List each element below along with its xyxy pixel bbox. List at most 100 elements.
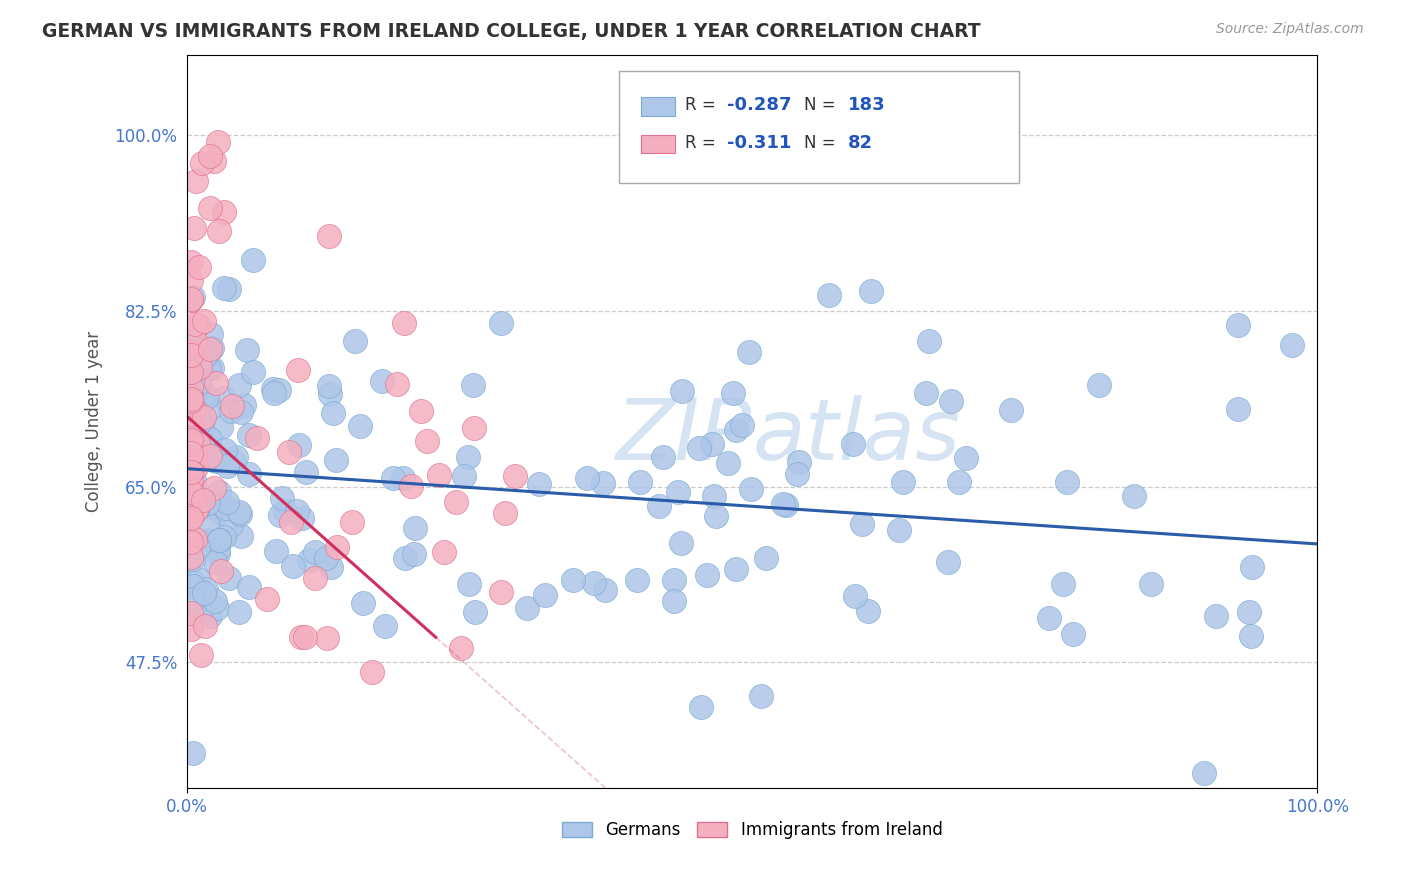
Point [187, 376, 209, 391]
Point [184, 174, 207, 188]
Point [489, 316, 512, 330]
Point [326, 540, 349, 554]
Point [318, 228, 340, 243]
Point [212, 204, 235, 219]
Point [1226, 318, 1249, 332]
Point [1087, 378, 1109, 392]
Point [381, 471, 404, 485]
Point [193, 314, 215, 328]
Point [186, 488, 208, 502]
Point [204, 594, 226, 608]
Point [187, 404, 209, 418]
Point [724, 562, 747, 576]
Point [399, 479, 422, 493]
Point [184, 459, 207, 474]
Point [180, 502, 202, 516]
Point [198, 448, 221, 462]
Point [231, 529, 253, 543]
Point [343, 334, 366, 348]
Point [666, 485, 689, 500]
Point [183, 491, 205, 505]
Point [183, 450, 205, 465]
Point [201, 453, 224, 467]
Point [1038, 610, 1060, 624]
Point [592, 475, 614, 490]
Point [191, 392, 214, 407]
Text: Source: ZipAtlas.com: Source: ZipAtlas.com [1216, 22, 1364, 37]
Point [180, 606, 202, 620]
Point [209, 564, 232, 578]
Point [721, 385, 744, 400]
Point [181, 574, 204, 589]
Point [181, 481, 204, 495]
Point [181, 552, 204, 566]
Point [576, 471, 599, 485]
Point [352, 596, 374, 610]
Point [181, 438, 204, 452]
Point [207, 135, 229, 149]
Point [201, 500, 224, 514]
Point [561, 574, 583, 588]
Point [198, 432, 221, 446]
Point [1140, 576, 1163, 591]
Point [288, 438, 311, 452]
Point [209, 419, 232, 434]
Point [392, 471, 415, 485]
Point [287, 362, 309, 376]
Point [238, 467, 260, 482]
Point [939, 394, 962, 409]
Point [444, 494, 467, 508]
Point [458, 576, 481, 591]
Point [191, 155, 214, 169]
Point [180, 273, 202, 287]
Point [184, 334, 207, 348]
Point [183, 533, 205, 547]
Point [193, 585, 215, 599]
Point [457, 450, 479, 464]
Point [208, 224, 231, 238]
Point [319, 386, 342, 401]
Y-axis label: College, Under 1 year: College, Under 1 year [86, 331, 103, 512]
Point [197, 345, 219, 359]
Point [187, 500, 209, 515]
Point [197, 390, 219, 404]
Point [200, 149, 222, 163]
Point [195, 517, 218, 532]
Point [464, 605, 486, 619]
Point [626, 573, 648, 587]
Point [503, 468, 526, 483]
Point [277, 445, 299, 459]
Point [190, 417, 212, 431]
Point [180, 482, 202, 496]
Point [285, 504, 308, 518]
Point [225, 450, 247, 464]
Point [702, 437, 724, 451]
Point [190, 648, 212, 663]
Point [184, 317, 207, 331]
Point [207, 546, 229, 560]
Point [1062, 627, 1084, 641]
Point [494, 506, 516, 520]
Point [208, 533, 231, 547]
Point [669, 536, 692, 550]
Point [186, 503, 208, 517]
Point [427, 467, 450, 482]
Point [198, 342, 221, 356]
Point [198, 533, 221, 547]
Point [228, 505, 250, 519]
Point [647, 500, 669, 514]
Text: N =: N = [804, 96, 841, 114]
Point [662, 573, 685, 587]
Point [180, 549, 202, 564]
Point [219, 403, 242, 417]
Point [198, 609, 221, 624]
Point [180, 365, 202, 379]
Point [221, 400, 243, 414]
Point [180, 347, 202, 361]
Point [236, 343, 259, 358]
Point [1000, 403, 1022, 417]
Point [267, 383, 290, 397]
Point [207, 541, 229, 556]
Point [360, 665, 382, 679]
Point [1281, 337, 1303, 351]
